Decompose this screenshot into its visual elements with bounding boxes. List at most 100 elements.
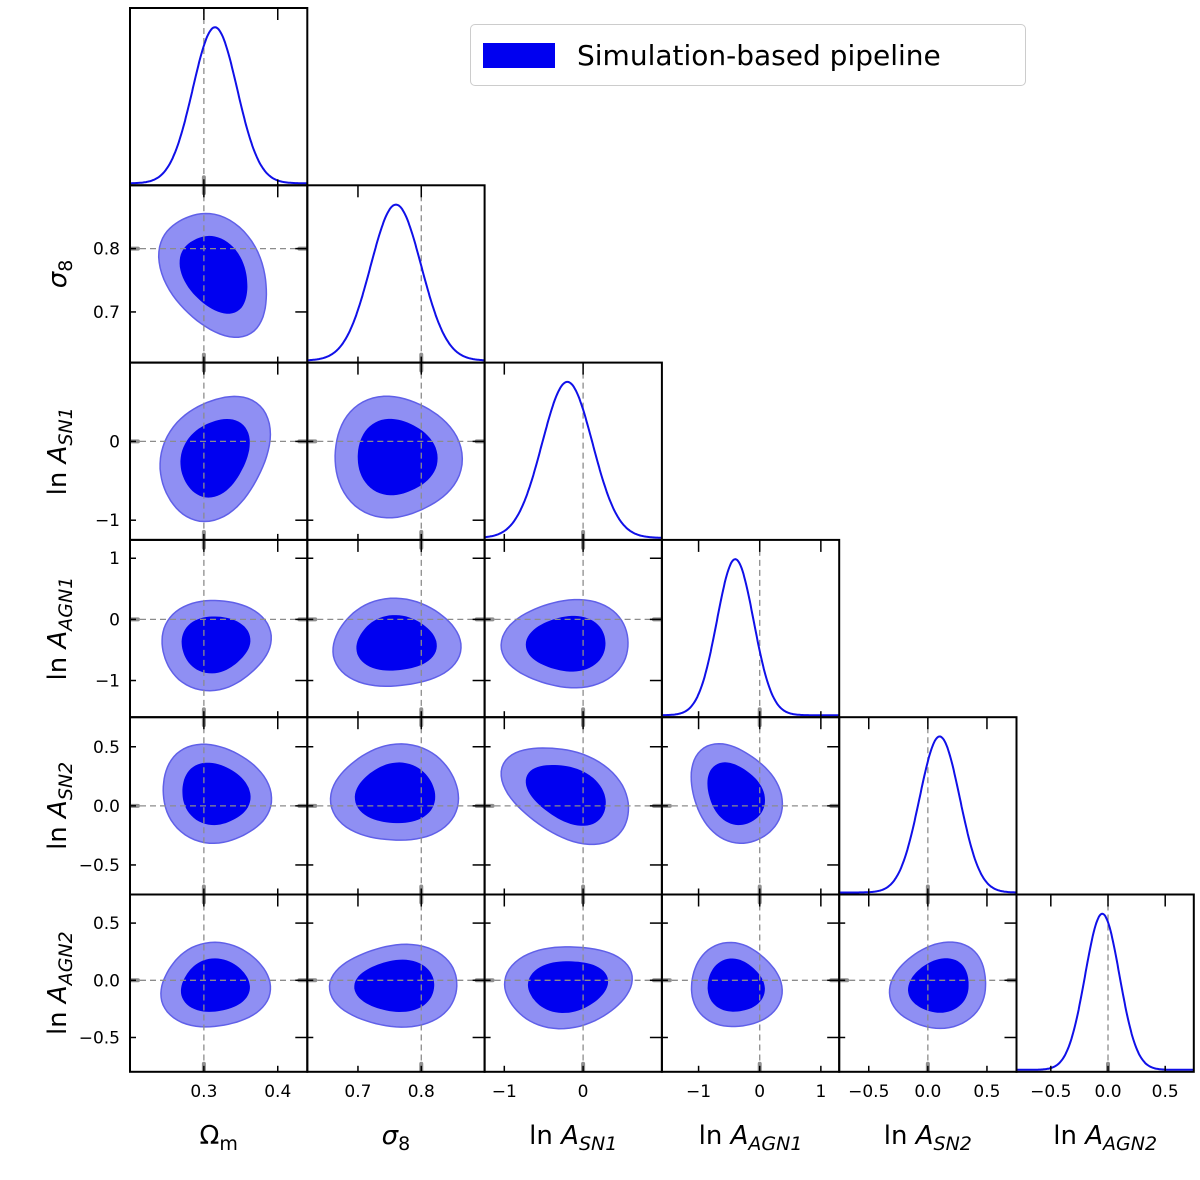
x-tick-label: 0.0 (914, 1082, 941, 1102)
panel-lna-sn2-lna-sn2 (838, 716, 1018, 896)
panel-content (661, 717, 840, 895)
x-tick-label: 0.3 (190, 1082, 217, 1102)
contour-68-lna-sn2-lna-sn1 (525, 765, 606, 826)
panel-content (130, 717, 308, 895)
y-tick-label: −1 (95, 672, 120, 692)
contour-68-lna-agn2-lna-sn2 (907, 958, 969, 1013)
x-axis-label-lna-sn1: ln ASN1 (529, 1121, 617, 1155)
x-tick-label: 0.7 (344, 1082, 371, 1102)
y-tick-label: 0.5 (93, 738, 120, 758)
panel-content (130, 894, 308, 1072)
y-tick-label: −0.5 (79, 856, 120, 876)
y-axis-label-sigma-8: σ8 (43, 260, 77, 289)
panel-lna-sn1-omega-m: −1 0 (95, 361, 309, 541)
contour-68-lna-sn1-omega-m (180, 418, 250, 498)
x-axis-label-lna-sn2: ln ASN2 (884, 1121, 972, 1155)
contour-68-lna-agn1-omega-m (181, 616, 251, 674)
panel-content (661, 894, 840, 1072)
marginal-curve-lna-sn1 (484, 380, 662, 539)
panel-lna-agn2-omega-m: 0.3 0.4 −0.5 0.0 0.5 (79, 893, 309, 1102)
marginal-curve-sigma-8 (307, 203, 485, 362)
contour-68-lna-sn2-omega-m (182, 762, 251, 826)
y-tick-label: −1 (95, 511, 120, 531)
marginal-curve-lna-agn2 (1016, 912, 1194, 1071)
x-axis-label-sigma-8: σ8 (382, 1121, 411, 1155)
panel-lna-agn2-lna-sn2: −0.5 0.0 0.5 (838, 893, 1018, 1102)
panel-lna-sn1-sigma-8 (306, 361, 486, 541)
y-tick-label: 0.7 (93, 303, 120, 323)
panel-frame (129, 7, 309, 187)
panel-lna-agn1-lna-agn1 (660, 538, 841, 719)
panel-content (130, 185, 308, 363)
x-tick-label: 0.8 (408, 1082, 435, 1102)
legend-swatch (483, 42, 555, 68)
panel-sigma-8-omega-m: 0.7 0.8 (93, 184, 309, 364)
panel-content (130, 362, 308, 540)
panel-content (130, 539, 308, 718)
y-tick-label: 1 (109, 549, 120, 569)
panel-content (661, 539, 840, 718)
y-tick-label: 0.8 (93, 240, 120, 260)
x-tick-label: 0.5 (1152, 1082, 1179, 1102)
x-tick-label: 1 (815, 1082, 826, 1102)
panel-content (484, 362, 662, 540)
panel-content (307, 717, 485, 895)
x-axis-label-lna-agn2: ln AAGN2 (1053, 1121, 1157, 1155)
panel-lna-sn2-lna-sn1 (483, 716, 663, 896)
panel-frame (660, 538, 841, 719)
marginal-curve-lna-agn1 (661, 558, 840, 717)
contour-68-lna-sn1-sigma-8 (357, 418, 438, 496)
x-tick-label: −0.5 (848, 1082, 889, 1102)
panel-content (307, 362, 485, 540)
y-axis-label-lna-sn1: ln ASN1 (43, 407, 77, 495)
contour-68-lna-agn1-lna-sn1 (525, 615, 606, 672)
contour-68-sigma-8-omega-m (179, 235, 248, 314)
panel-frame (483, 361, 663, 541)
panel-lna-agn1-lna-sn1 (483, 538, 663, 719)
contour-68-lna-agn2-sigma-8 (354, 959, 435, 1013)
panel-lna-sn2-omega-m: −0.5 0.0 0.5 (79, 716, 309, 896)
y-tick-label: 0.5 (93, 914, 120, 934)
x-tick-label: −1 (492, 1082, 517, 1102)
panel-lna-agn2-lna-agn1: −1 0 1 (660, 893, 841, 1102)
panel-frame (306, 184, 486, 364)
marginal-curve-omega-m (130, 26, 308, 185)
y-tick-label: 0 (109, 432, 120, 452)
panel-content (484, 539, 662, 718)
x-axis-label-lna-agn1: ln AAGN1 (699, 1121, 803, 1155)
panel-content (130, 8, 308, 186)
panel-lna-agn1-omega-m: −1 0 1 (95, 538, 309, 719)
y-tick-label: 0 (109, 610, 120, 630)
x-tick-label: 0.4 (264, 1082, 291, 1102)
panel-lna-agn2-lna-sn1: −1 0 (483, 893, 663, 1102)
x-tick-label: −0.5 (1030, 1082, 1071, 1102)
panel-sigma-8-sigma-8 (306, 184, 486, 364)
panel-omega-m-omega-m (129, 7, 309, 187)
panel-content (307, 539, 485, 718)
x-tick-label: 0 (578, 1082, 589, 1102)
panel-lna-sn2-sigma-8 (306, 716, 486, 896)
x-axis-label-omega-m: Ωm (199, 1121, 237, 1155)
y-axis-label-lna-sn2: ln ASN2 (43, 762, 77, 850)
panel-lna-agn1-sigma-8 (306, 538, 486, 719)
x-tick-label: 0.0 (1094, 1082, 1121, 1102)
contour-68-lna-agn2-lna-sn1 (527, 961, 609, 1014)
contour-68-lna-agn2-omega-m (180, 958, 250, 1012)
x-tick-label: 0.5 (973, 1082, 1000, 1102)
panel-content (484, 717, 662, 895)
panel-lna-sn2-lna-agn1 (660, 716, 841, 896)
panel-frame (1015, 893, 1195, 1073)
panel-lna-sn1-lna-sn1 (483, 361, 663, 541)
panel-content (1016, 894, 1194, 1072)
panel-content (307, 894, 485, 1072)
y-axis-label-lna-agn1: ln AAGN1 (43, 577, 77, 681)
y-tick-label: −0.5 (79, 1028, 120, 1048)
y-tick-label: 0.0 (93, 971, 120, 991)
contour-68-lna-agn1-sigma-8 (356, 615, 437, 671)
legend: Simulation-based pipeline (470, 24, 1026, 86)
y-tick-label: 0.0 (93, 797, 120, 817)
contour-68-lna-agn2-lna-agn1 (707, 958, 765, 1012)
panel-content (839, 717, 1017, 895)
panel-content (484, 894, 662, 1072)
